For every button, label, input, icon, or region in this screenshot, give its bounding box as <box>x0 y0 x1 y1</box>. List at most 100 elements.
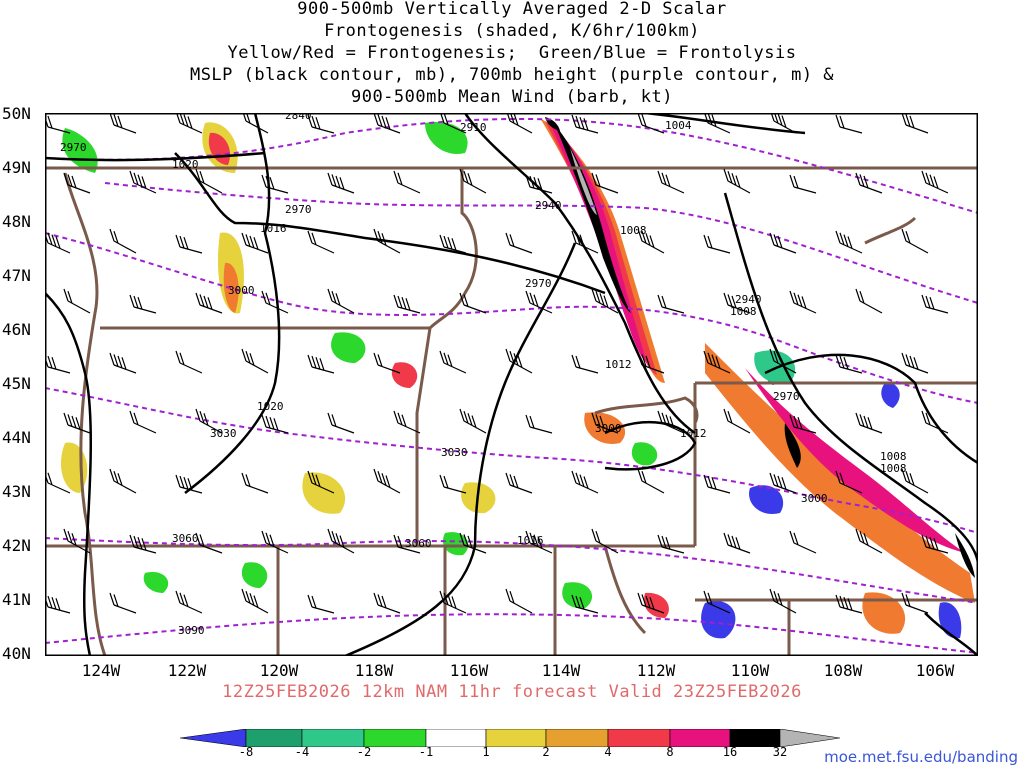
wind-barb-icon <box>439 350 467 374</box>
wind-barb-icon <box>327 172 355 194</box>
wind-barb-icon <box>261 174 289 194</box>
mslp-label: 1008 <box>880 450 907 463</box>
wind-barb-icon <box>393 294 421 314</box>
wind-barb-icon <box>901 352 929 374</box>
forecast-valid-time: 12Z25FEB2026 12km NAM 11hr forecast Vali… <box>222 682 802 702</box>
wind-barb-icon <box>855 288 883 314</box>
wind-barb-icon <box>901 228 929 254</box>
wind-barb-icon <box>835 470 863 494</box>
wind-barb-icon <box>703 590 731 614</box>
wind-barb-icon <box>440 113 467 134</box>
wind-barb-icon <box>307 470 335 494</box>
lat-label-45n: 45N <box>2 374 31 393</box>
wind-barb-icon <box>373 113 401 134</box>
height-label: 2970 <box>773 390 800 403</box>
lat-label-44n: 44N <box>2 428 31 447</box>
height-label: 2940 <box>535 199 562 212</box>
mslp-label: 1012 <box>680 427 707 440</box>
lat-label-42n: 42N <box>2 536 31 555</box>
title-line-2: Frontogenesis (shaded, K/6hr/100km) <box>324 21 700 41</box>
wind-barb-icon <box>195 532 223 554</box>
wind-barb-icon <box>855 172 883 194</box>
title-line-5: 900-500mb Mean Wind (barb, kt) <box>350 87 674 107</box>
lon-label-110w: 110W <box>730 661 770 680</box>
mslp-label: 1004 <box>665 119 692 132</box>
wind-barb-icon <box>921 170 949 194</box>
height-label: 3000 <box>228 284 255 297</box>
wind-barb-icon <box>307 354 335 374</box>
mslp-label: 1016 <box>260 222 287 235</box>
wind-barb-icon <box>637 468 665 494</box>
wind-barb-icon <box>571 594 599 614</box>
lat-label-46n: 46N <box>2 320 31 339</box>
wind-barb-icon <box>637 592 665 614</box>
wind-barb-icon <box>769 232 797 254</box>
wind-barb-icon <box>175 590 203 614</box>
wind-barb-icon <box>459 168 487 194</box>
title-line-3: Yellow/Red = Frontogenesis; Green/Blue =… <box>227 43 797 63</box>
height-label: 2970 <box>285 203 312 216</box>
colorbar-label: -8 <box>238 745 254 759</box>
wind-barb-icon <box>657 170 685 194</box>
height-label: 3090 <box>178 624 205 637</box>
lon-label-114w: 114W <box>541 661 581 680</box>
wind-barb-icon <box>439 590 467 614</box>
colorbar-cell <box>779 729 840 747</box>
wind-barb-icon <box>175 350 203 374</box>
wind-barb-icon <box>327 528 355 554</box>
wind-barb-icon <box>261 414 289 434</box>
wind-barb-icon <box>789 174 817 194</box>
wind-barb-icon <box>109 592 137 614</box>
wind-barb-icon <box>373 228 401 254</box>
wind-barb-icon <box>261 530 289 554</box>
colorbar <box>180 729 840 747</box>
wind-barb-icon <box>835 230 863 254</box>
wind-barb-icon <box>769 348 797 374</box>
wind-barb-icon <box>459 408 487 434</box>
wind-barb-icon <box>591 528 619 554</box>
wind-barb-icon <box>657 294 685 314</box>
wind-barb-icon <box>63 528 91 554</box>
wind-barb-icon <box>129 294 157 314</box>
mslp-label: 1008 <box>620 224 647 237</box>
wind-barb-icon <box>459 532 487 554</box>
wind-barb-icon <box>63 172 91 194</box>
height-label: 2970 <box>60 141 87 154</box>
wind-barb-icon <box>723 292 751 314</box>
wind-barb-icon <box>373 592 401 614</box>
wind-barb-icon <box>901 592 929 614</box>
colorbar-label: 32 <box>772 745 788 759</box>
wind-barb-icon <box>307 230 335 254</box>
wind-barb-icon <box>769 588 797 614</box>
wind-barb-icon <box>855 528 883 554</box>
lon-label-112w: 112W <box>636 661 676 680</box>
lat-label-40n: 40N <box>2 644 31 663</box>
colorbar-label: 2 <box>542 745 550 759</box>
lon-label-116w: 116W <box>449 661 489 680</box>
wind-barb-icon <box>393 410 421 434</box>
wind-barb-icon <box>789 414 817 434</box>
frontogenesis-map: 1004 1008 1008 1008 1008 1012 1012 1016 … <box>45 113 978 656</box>
wind-barb-icon <box>195 408 223 434</box>
wind-barb-icon <box>129 410 157 434</box>
wind-barb-icon <box>723 408 751 434</box>
wind-barb-icon <box>789 530 817 554</box>
lon-label-106w: 106W <box>915 661 955 680</box>
source-url[interactable]: moe.met.fsu.edu/banding <box>824 748 1018 766</box>
lon-label-122w: 122W <box>167 661 207 680</box>
wind-barb-icon <box>176 113 203 134</box>
wind-barb-icon <box>241 348 269 374</box>
lat-label-41n: 41N <box>2 590 31 609</box>
wind-barb-icon <box>505 472 533 494</box>
wind-barb-icon <box>439 234 467 254</box>
lat-label-50n: 50N <box>2 104 31 123</box>
wind-barb-icon <box>63 412 91 434</box>
wind-barb-icon <box>393 534 421 554</box>
wind-barb-icon <box>835 354 863 374</box>
wind-barb-icon <box>921 294 949 314</box>
wind-barb-icon <box>571 354 599 374</box>
wind-barb-icon <box>591 288 619 314</box>
title-line-4: MSLP (black contour, mb), 700mb height (… <box>189 65 835 85</box>
mslp-label: 1012 <box>605 358 632 371</box>
height-label: 3030 <box>441 446 468 459</box>
